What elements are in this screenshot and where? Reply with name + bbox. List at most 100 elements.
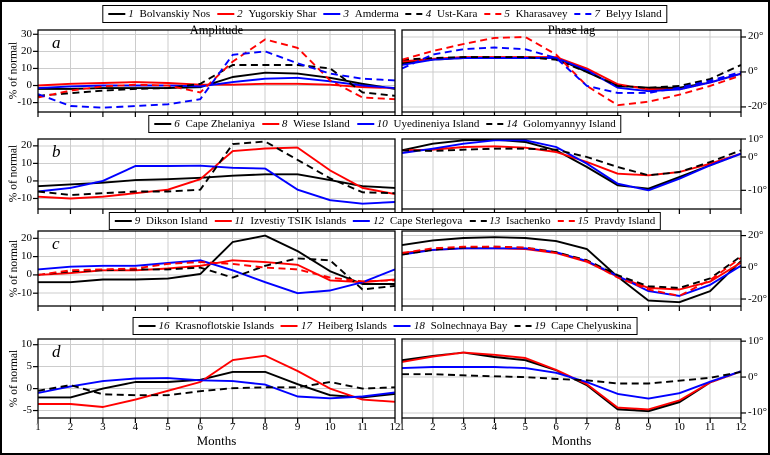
series-5-amplitude <box>37 38 396 101</box>
series-8-phase_lag <box>401 145 742 177</box>
y-tick-label: -20° <box>748 100 768 113</box>
y-tick-label: 0 <box>26 268 33 281</box>
y-tick-label: 10 <box>21 250 32 263</box>
series-11-phase_lag <box>401 247 742 291</box>
y-tick-label: 0° <box>748 150 758 163</box>
series-18-phase_lag <box>401 366 742 400</box>
x-tick-label: 11 <box>704 421 716 433</box>
legend-item-14: 14 Golomyannyy Island <box>486 116 616 132</box>
y-tick-label: 0 <box>26 79 33 92</box>
legend-station-name: Golomyannyy Island <box>520 118 616 130</box>
dashed-line-sample <box>514 325 532 327</box>
series-6-phase_lag <box>401 138 742 190</box>
x-tick-label: 5 <box>165 421 171 433</box>
dashed-line-sample <box>484 13 502 15</box>
amplitude-chart-d <box>33 338 396 423</box>
x-tick-label: 8 <box>614 421 621 433</box>
series-1-amplitude <box>38 71 396 90</box>
y-tick-label: 20 <box>21 139 32 152</box>
legend-station-number: 17 <box>300 320 312 332</box>
y-tick-label: 5 <box>26 360 33 373</box>
legend-station-name: Yugorskiy Shar <box>245 8 317 20</box>
y-tick-label: 0° <box>748 65 758 78</box>
phase-lag-column-title: Phase lag <box>547 23 596 37</box>
x-tick-label: 4 <box>132 421 139 433</box>
y-tick-label: 20 <box>21 44 32 57</box>
series-12-phase_lag <box>401 247 742 297</box>
legend-station-number: 13 <box>489 215 501 227</box>
series-18-amplitude <box>37 377 396 400</box>
y-tick-label: 30 <box>21 27 32 40</box>
legend-item-1: 1 Bolvanskiy Nos <box>108 6 210 22</box>
legend-station-number: 9 <box>134 215 141 227</box>
y-tick-label: -20° <box>748 292 768 305</box>
legend-station-number: 6 <box>174 118 180 130</box>
panel-letter-c: c <box>52 234 60 253</box>
legend-station-name: Solnechnaya Bay <box>427 320 508 332</box>
legend-station-name: Bolvanskiy Nos <box>136 8 211 20</box>
dashed-line-sample <box>405 13 423 15</box>
series-12-amplitude <box>37 259 396 295</box>
x-tick-label: 10 <box>673 421 685 433</box>
series-17-amplitude <box>38 354 396 408</box>
x-tick-label: 1 <box>399 421 405 433</box>
amplitude-chart-b <box>33 138 396 214</box>
y-tick-label: 10 <box>21 338 32 351</box>
series-10-phase_lag <box>401 139 742 192</box>
dashed-line-sample <box>574 13 592 15</box>
solid-line-sample <box>261 123 279 125</box>
legend-station-name: Heiberg Islands <box>314 320 387 332</box>
series-7-phase_lag <box>401 46 742 94</box>
phase-lag-chart-c <box>401 230 746 311</box>
legend-station-name: Krasnoflotskie Islands <box>172 320 274 332</box>
series-4-phase_lag <box>401 56 742 89</box>
legend-station-number: 2 <box>237 8 243 20</box>
solid-line-sample <box>114 220 132 222</box>
x-tick-label: 4 <box>491 421 498 433</box>
legend-station-number: 4 <box>425 8 432 20</box>
legend-station-number: 14 <box>506 118 518 130</box>
legend-station-number: 5 <box>504 8 510 20</box>
series-15-phase_lag <box>401 245 742 297</box>
legend-station-name: Ust-Kara <box>434 8 478 20</box>
legend-station-number: 7 <box>594 8 601 20</box>
y-tick-label: 0 <box>26 174 33 187</box>
legend-station-number: 8 <box>281 118 288 130</box>
series-4-amplitude <box>37 64 396 97</box>
x-tick-label: 6 <box>197 421 204 433</box>
x-tick-label: 5 <box>522 421 529 433</box>
legend-item-8: 8 Wiese Island <box>261 116 350 132</box>
legend-station-name: Izvestiy TSIK Islands <box>247 215 347 227</box>
series-3-phase_lag <box>401 57 742 93</box>
y-tick-label: -10 <box>17 96 32 109</box>
x-tick-label: 3 <box>100 421 106 433</box>
dashed-line-sample <box>557 220 575 222</box>
legend-item-17: 17 Heiberg Islands <box>280 318 387 334</box>
legend-station-number: 1 <box>128 8 134 20</box>
legend-row-a: 1 Bolvanskiy Nos 2 Yugorskiy Shar 3 Amderm… <box>102 5 668 23</box>
x-tick-label: 8 <box>262 421 268 433</box>
legend-row-b: 6 Cape Zhelaniya 8 Wiese Island 10 Uyedine… <box>148 115 622 133</box>
series-9-phase_lag <box>401 236 742 304</box>
legend-station-name: Wiese Island <box>290 118 350 130</box>
y-tick-label: 10° <box>748 334 764 347</box>
panel-letter-b: b <box>52 142 61 161</box>
x-tick-label: 10 <box>324 421 336 433</box>
legend-item-7: 7 Belyy Island <box>574 6 662 22</box>
y-tick-label: 0 <box>26 382 33 395</box>
legend-item-12: 12 Cape Sterlegova <box>353 213 462 229</box>
legend-station-name: Cape Zhelaniya <box>182 118 255 130</box>
phase-lag-chart-a <box>401 29 746 117</box>
legend-station-name: Cape Chelyuskina <box>548 320 632 332</box>
panel-letter-d: d <box>52 342 61 361</box>
legend-station-number: 18 <box>413 320 425 332</box>
solid-line-sample <box>214 220 232 222</box>
legend-item-16: 16 Krasnoflotskie Islands <box>138 318 274 334</box>
y-tick-label: -10 <box>17 286 32 299</box>
legend-item-9: 9 Dikson Island <box>114 213 207 229</box>
y-tick-label: -5 <box>22 404 32 417</box>
legend-station-name: Kharasavey <box>512 8 568 20</box>
x-tick-label: 6 <box>553 421 559 433</box>
solid-line-sample <box>353 220 371 222</box>
